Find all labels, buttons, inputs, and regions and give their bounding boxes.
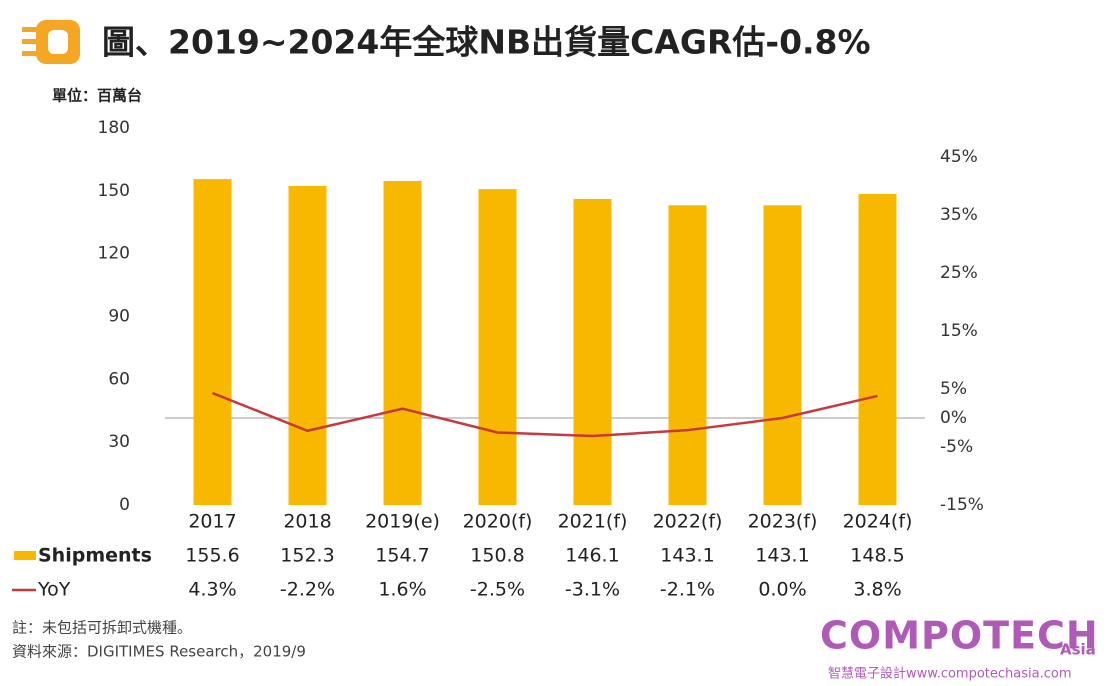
source: 資料來源：DIGITIMES Research，2019/9 <box>12 643 306 661</box>
x-tick-label: 2022(f) <box>653 511 723 533</box>
y2-tick-label: 0% <box>940 408 967 428</box>
legend-label: Shipments <box>38 545 152 567</box>
y2-tick-label: 25% <box>940 263 978 283</box>
y-tick-label: 150 <box>98 181 130 201</box>
bar <box>288 186 327 505</box>
table-value: 146.1 <box>565 545 619 567</box>
y2-tick-label: 15% <box>940 321 978 341</box>
y2-tick-label: -15% <box>940 495 984 515</box>
table-value: 0.0% <box>758 579 806 601</box>
table-value: -2.5% <box>470 579 525 601</box>
title-icon <box>22 20 80 64</box>
bar <box>193 179 232 506</box>
table-value: 155.6 <box>185 545 239 567</box>
x-tick-label: 2021(f) <box>558 511 628 533</box>
table-value: 148.5 <box>850 545 904 567</box>
table-value: 1.6% <box>378 579 426 601</box>
y-tick-label: 120 <box>98 244 130 264</box>
y-tick-label: 30 <box>108 432 130 452</box>
table-value: 152.3 <box>280 545 334 567</box>
y2-tick-label: 5% <box>940 379 967 399</box>
y-tick-label: 60 <box>108 369 130 389</box>
table-value: 154.7 <box>375 545 429 567</box>
bar <box>478 189 517 505</box>
bar <box>383 180 422 505</box>
table-value: 150.8 <box>470 545 524 567</box>
x-tick-label: 2019(e) <box>365 511 440 533</box>
y2-tick-label: 35% <box>940 205 978 225</box>
yoy-line <box>212 391 878 438</box>
table-value: 143.1 <box>755 545 809 567</box>
bar <box>573 199 612 506</box>
table-value: 143.1 <box>660 545 714 567</box>
bar <box>763 205 802 505</box>
table-value: -2.1% <box>660 579 715 601</box>
x-tick-label: 2023(f) <box>748 511 818 533</box>
bar <box>668 205 707 505</box>
table-value: -3.1% <box>565 579 620 601</box>
bar <box>858 193 897 505</box>
table-value: -2.2% <box>280 579 335 601</box>
y2-tick-label: 45% <box>940 147 978 167</box>
unit-label: 單位：百萬台 <box>52 87 142 105</box>
y2-tick-label: -5% <box>940 437 973 457</box>
y-tick-label: 90 <box>108 307 130 327</box>
x-tick-label: 2017 <box>188 511 236 533</box>
legend-swatch <box>14 551 36 560</box>
table-value: 3.8% <box>853 579 901 601</box>
note: 註：未包括可拆卸式機種。 <box>12 619 192 637</box>
x-tick-label: 2018 <box>283 511 331 533</box>
chart-title: 圖、2019~2024年全球NB出貨量CAGR估-0.8% <box>102 23 871 62</box>
logo-region: Asia <box>1060 641 1096 659</box>
legend-label: YoY <box>37 579 71 601</box>
y-tick-label: 0 <box>119 495 130 515</box>
logo-tagline: 智慧電子設計www.compotechasia.com <box>828 666 1072 682</box>
table-value: 4.3% <box>188 579 236 601</box>
y-tick-label: 180 <box>98 118 130 138</box>
x-tick-label: 2024(f) <box>843 511 913 533</box>
x-tick-label: 2020(f) <box>463 511 533 533</box>
logo-brand: COMPOTECH <box>820 614 1099 658</box>
